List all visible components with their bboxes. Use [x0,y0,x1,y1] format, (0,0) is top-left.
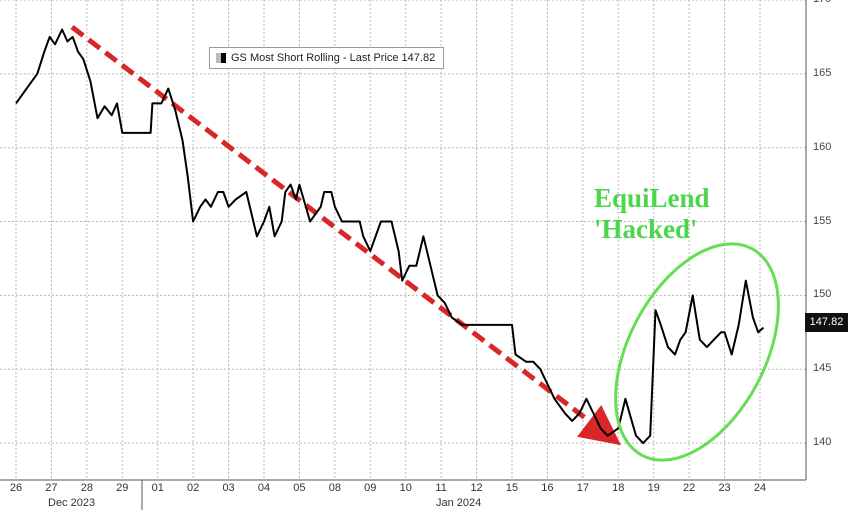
x-tick-label: 22 [683,482,696,494]
x-tick-label: 12 [470,482,483,494]
annotation-line-2: 'Hacked' [594,214,698,244]
x-tick-label: 05 [293,482,306,494]
legend-label: GS Most Short Rolling - Last Price 147.8… [231,52,436,64]
x-tick-label: 08 [328,482,341,494]
x-tick-label: 15 [505,482,519,494]
series-line-price [15,28,765,445]
x-tick-label: 18 [612,482,625,494]
x-tick-label: 09 [364,482,377,494]
trend-arrow [70,25,621,446]
x-tick-label: 24 [753,482,767,494]
annotation-line-1: EquiLend [594,183,710,213]
x-tick-label: 04 [257,482,271,494]
y-tick-label: 155 [813,214,832,227]
legend-swatch-icon [216,53,226,63]
y-tick-label: 160 [813,140,832,153]
y-tick-label: 140 [813,436,832,449]
x-tick-label: 03 [222,482,235,494]
y-tick-label: 145 [813,362,832,375]
x-tick-label: 02 [187,482,200,494]
x-tick-label: 01 [151,482,164,494]
x-tick-label: 27 [45,482,58,494]
x-tick-label: 16 [541,482,554,494]
y-tick-label: 150 [813,288,832,301]
legend: GS Most Short Rolling - Last Price 147.8… [209,47,445,69]
x-tick-label: 11 [435,482,447,494]
x-tick-label: 10 [399,482,412,494]
plot-area [0,0,806,480]
y-tick-label: 165 [813,66,832,79]
x-tick-label: 23 [718,482,731,494]
x-tick-label: 19 [647,482,660,494]
x-tick-label: 29 [116,482,129,494]
month-label-jan: Jan 2024 [436,497,482,509]
highlight-circle [614,242,780,462]
x-tick-label: 17 [576,482,589,494]
month-label-dec: Dec 2023 [48,497,96,509]
last-price-tag: 147.82 [805,313,848,332]
grid-lines [0,0,806,480]
x-tick-label: 26 [9,482,23,494]
y-tick-label: 170 [813,0,831,5]
x-tick-label: 28 [80,482,93,494]
